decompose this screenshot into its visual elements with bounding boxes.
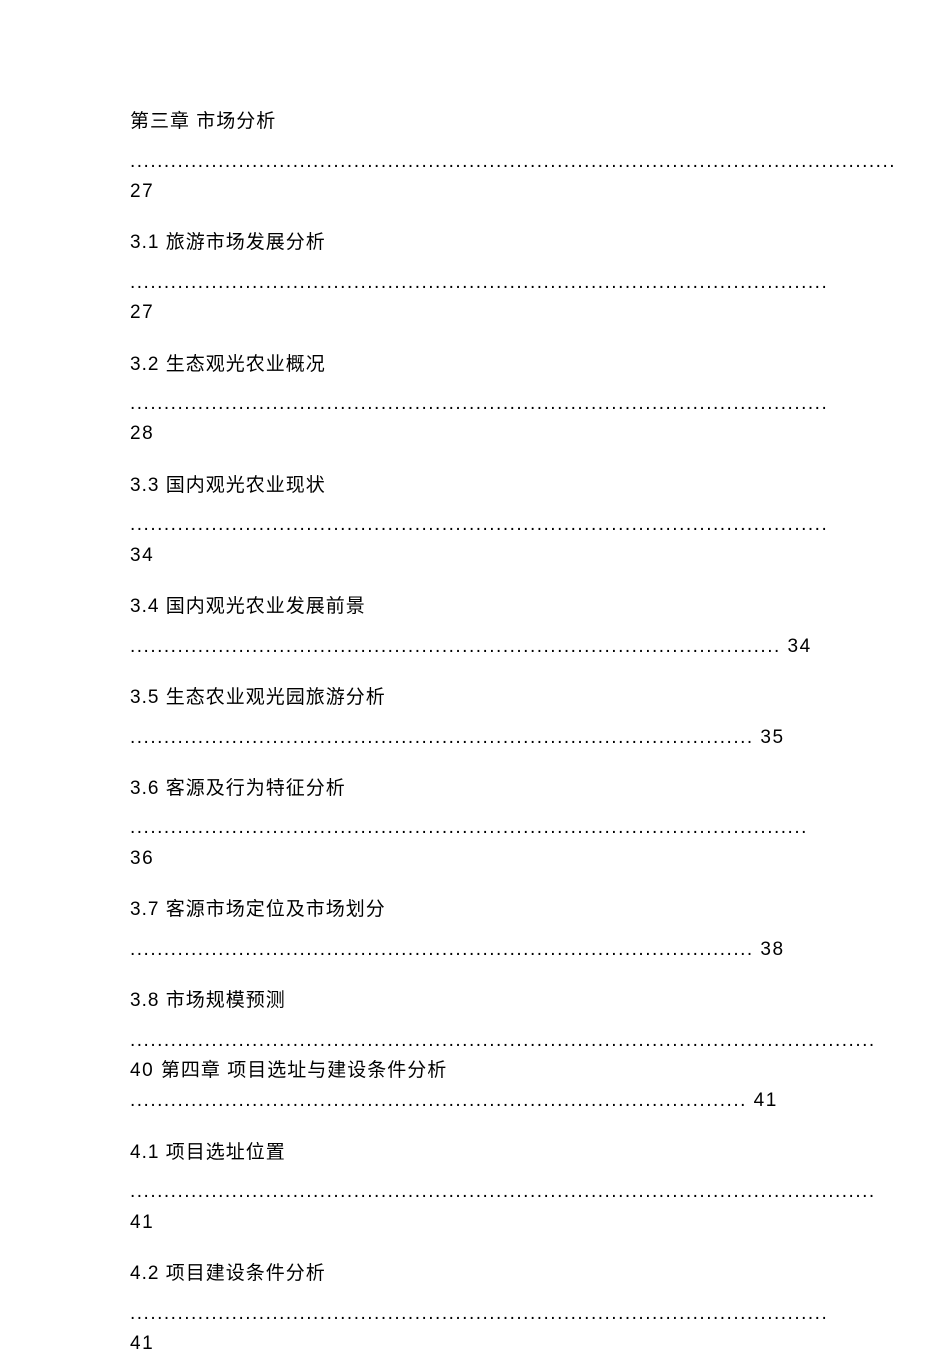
toc-entry-title: 4.2 项目建设条件分析 (130, 1260, 820, 1289)
toc-inline-title: 第四章 项目选址与建设条件分析 (161, 1060, 447, 1081)
toc-entry: 3.8 市场规模预测 .............................… (130, 987, 820, 1117)
toc-entry-title: 3.8 市场规模预测 (130, 987, 820, 1016)
toc-entry: 4.2 项目建设条件分析 ...........................… (130, 1260, 820, 1359)
toc-entry: 4.1 项目选址位置 .............................… (130, 1139, 820, 1238)
toc-entry-leader: ........................................… (130, 935, 820, 965)
toc-entry-leader: ........................................… (130, 723, 820, 753)
toc-entry-leader: ........................................… (130, 1177, 820, 1238)
toc-entry-leader: ........................................… (130, 632, 820, 662)
toc-entry-title: 3.6 客源及行为特征分析 (130, 775, 820, 804)
toc-entry-leader: ........................................… (130, 147, 820, 208)
toc-entry-title: 4.1 项目选址位置 (130, 1139, 820, 1168)
toc-entry-title: 3.3 国内观光农业现状 (130, 472, 820, 501)
toc-leader-suffix: ........................................… (130, 1090, 778, 1111)
toc-entry-title: 3.1 旅游市场发展分析 (130, 229, 820, 258)
toc-entry-leader-combined: ........................................… (130, 1026, 820, 1117)
toc-entry: 3.5 生态农业观光园旅游分析 ........................… (130, 684, 820, 753)
toc-entry: 3.3 国内观光农业现状 ...........................… (130, 472, 820, 571)
toc-entry: 3.2 生态观光农业概况 ...........................… (130, 351, 820, 450)
toc-entry-leader: ........................................… (130, 1299, 820, 1359)
toc-entry-title: 第三章 市场分析 (130, 108, 820, 137)
toc-entry-title: 3.2 生态观光农业概况 (130, 351, 820, 380)
toc-container: 第三章 市场分析 ...............................… (130, 108, 820, 1359)
toc-entry: 3.6 客源及行为特征分析 ..........................… (130, 775, 820, 874)
toc-entry-leader: ........................................… (130, 389, 820, 450)
toc-entry-leader: ........................................… (130, 510, 820, 571)
toc-entry: 3.4 国内观光农业发展前景 .........................… (130, 593, 820, 662)
toc-entry-title: 3.4 国内观光农业发展前景 (130, 593, 820, 622)
toc-entry-title: 3.5 生态农业观光园旅游分析 (130, 684, 820, 713)
toc-entry-title: 3.7 客源市场定位及市场划分 (130, 896, 820, 925)
toc-entry-leader: ........................................… (130, 268, 820, 329)
toc-entry: 第三章 市场分析 ...............................… (130, 108, 820, 207)
toc-entry: 3.1 旅游市场发展分析 ...........................… (130, 229, 820, 328)
toc-entry-leader: ........................................… (130, 813, 820, 874)
toc-entry: 3.7 客源市场定位及市场划分 ........................… (130, 896, 820, 965)
